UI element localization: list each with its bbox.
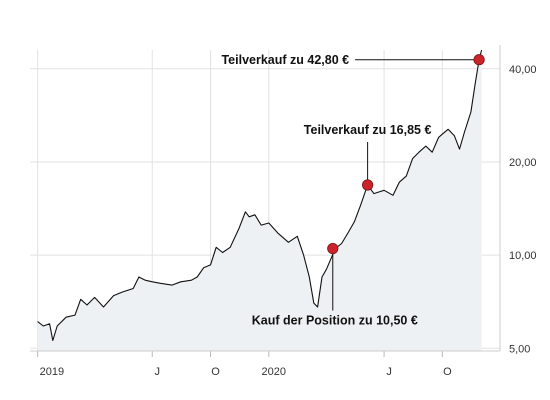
price-line — [37, 49, 483, 342]
trade-annotation: Teilverkauf zu 42,80 € — [221, 53, 485, 67]
y-tick-label: 40,00 — [509, 64, 537, 76]
x-tick-label: O — [443, 366, 452, 378]
x-tick-label: 2020 — [262, 366, 286, 378]
trade-annotations: Kauf der Position zu 10,50 € Teilverkauf … — [221, 53, 485, 328]
y-tick-label: 5,00 — [509, 343, 530, 355]
x-axis-tick-labels: 2019 J O 2020 J O — [40, 366, 452, 378]
annotation-label: Teilverkauf zu 42,80 € — [221, 53, 349, 67]
price-area-fill — [37, 50, 482, 351]
y-tick-label: 10,00 — [509, 250, 537, 262]
trade-marker — [362, 179, 374, 191]
trade-marker — [473, 54, 485, 66]
annotation-label: Teilverkauf zu 16,85 € — [304, 123, 432, 137]
annotation-label: Kauf der Position zu 10,50 € — [252, 314, 418, 328]
x-tick-label: J — [386, 366, 392, 378]
trade-annotation: Teilverkauf zu 16,85 € — [304, 123, 432, 191]
x-tick-label: J — [155, 366, 161, 378]
x-tick-label: O — [211, 366, 220, 378]
trade-marker — [327, 242, 339, 255]
y-axis-tick-labels: 5,00 10,00 20,00 40,00 — [509, 64, 537, 355]
trade-annotation: Kauf der Position zu 10,50 € — [252, 242, 418, 328]
x-tick-label: 2019 — [40, 366, 64, 378]
y-tick-label: 20,00 — [509, 157, 537, 169]
